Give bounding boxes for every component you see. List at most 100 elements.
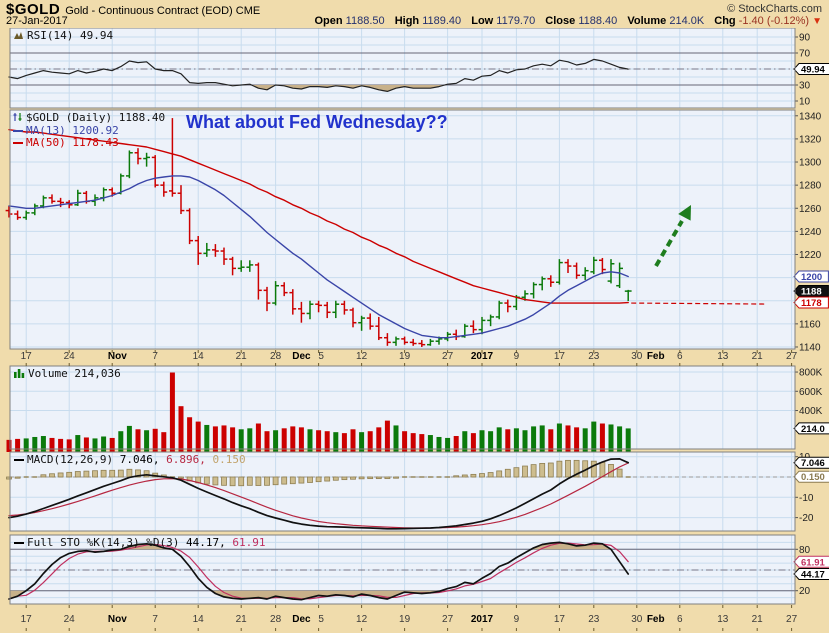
svg-text:19: 19 [399,351,411,362]
chart-svg: 9070301049.94134013201300128012601240122… [5,27,829,631]
svg-text:24: 24 [64,351,76,362]
svg-text:2017: 2017 [471,614,494,625]
stockcharts-credit-link[interactable]: © StockCharts.com [727,3,822,15]
svg-text:1178: 1178 [801,298,822,309]
svg-text:80: 80 [799,545,811,556]
svg-text:19: 19 [399,614,411,625]
svg-text:17: 17 [21,351,33,362]
svg-text:1260: 1260 [799,204,822,215]
svg-text:6: 6 [677,614,683,625]
open-label: Open [314,15,343,27]
high-label: High [394,15,420,27]
svg-text:Dec: Dec [292,614,311,625]
svg-text:21: 21 [236,351,248,362]
axis-badge: 0.150 [793,470,829,483]
svg-text:90: 90 [799,33,811,44]
svg-text:6: 6 [677,351,683,362]
ohlc-bars [5,118,632,347]
svg-text:1320: 1320 [799,134,822,145]
change-label: Chg [714,15,736,27]
svg-text:30: 30 [631,351,643,362]
rsi-panel: 90 70 30 10 49.94 [8,27,829,109]
svg-text:1188: 1188 [801,287,822,298]
svg-text:-20: -20 [799,513,814,524]
svg-text:1200: 1200 [801,272,822,283]
svg-text:400K: 400K [799,406,823,417]
axis-badge: 214.0 [793,422,829,435]
svg-text:30: 30 [631,614,643,625]
svg-text:0.150: 0.150 [801,472,825,483]
low-value: 1179.70 [496,15,536,27]
svg-text:Dec: Dec [292,351,311,362]
change-value: -1.40 (-0.12%) [738,15,810,27]
stochastic-panel: 80 20 61.91 44.17 [8,534,829,605]
svg-text:Feb: Feb [647,614,665,625]
svg-text:7: 7 [152,351,158,362]
svg-text:14: 14 [193,351,205,362]
date-axis: 17 24 Nov 7 14 21 28 Dec 5 12 19 27 2017 9 17 23 30 Feb 6 1… [21,350,798,631]
axis-badge: 1188 [793,285,829,298]
chart-date: 27-Jan-2017 [6,15,68,27]
svg-text:17: 17 [21,614,33,625]
svg-text:1220: 1220 [799,250,822,261]
svg-text:Nov: Nov [108,351,127,362]
bullish-arrow-annotation [654,205,691,268]
svg-text:44.17: 44.17 [801,570,825,581]
svg-text:1140: 1140 [799,342,821,353]
axis-badge: 61.91 [793,555,829,568]
chart-canvas[interactable]: 90 70 30 10 49.94 1340 1320 1300 1280 1260 1240 122… [0,27,829,633]
chart-panels: 90 70 30 10 49.94 1340 1320 1300 1280 1260 1240 122… [0,27,829,633]
svg-text:800K: 800K [799,368,823,379]
svg-text:12: 12 [356,351,368,362]
svg-text:27: 27 [786,351,798,362]
svg-text:30: 30 [799,81,811,92]
svg-text:13: 13 [717,351,729,362]
svg-text:Nov: Nov [108,614,127,625]
symbol-label: $GOLD [6,1,61,18]
svg-text:70: 70 [799,49,811,60]
open-value: 1188.50 [345,15,385,27]
change-down-arrow-icon: ▼ [812,16,822,27]
close-label: Close [545,15,576,27]
svg-text:17: 17 [554,351,566,362]
svg-text:13: 13 [717,614,729,625]
axis-badge: 44.17 [793,568,829,581]
quote-summary: Open 1188.50 High 1189.40 Low 1179.70 Cl… [307,15,822,27]
volume-label: Volume [627,15,667,27]
svg-text:27: 27 [442,614,454,625]
svg-text:214.0: 214.0 [801,424,825,435]
symbol-description: Gold - Continuous Contract (EOD) CME [65,5,261,17]
svg-text:600K: 600K [799,387,823,398]
svg-text:61.91: 61.91 [801,557,825,568]
svg-text:-10: -10 [799,493,814,504]
svg-text:28: 28 [270,614,282,625]
svg-text:21: 21 [752,351,764,362]
svg-text:17: 17 [554,614,566,625]
axis-badge: 1200 [793,270,829,283]
svg-text:12: 12 [356,614,368,625]
svg-text:1300: 1300 [799,158,822,169]
volume-value: 214.0K [669,15,705,27]
svg-text:21: 21 [752,614,764,625]
svg-text:21: 21 [236,614,248,625]
svg-text:49.94: 49.94 [801,65,825,76]
svg-text:10: 10 [799,97,811,108]
axis-badge: 7.046 [793,456,829,469]
high-value: 1189.40 [422,15,462,27]
svg-text:1340: 1340 [799,111,822,122]
svg-text:27: 27 [442,351,454,362]
svg-text:23: 23 [588,351,600,362]
volume-bars [6,372,631,452]
svg-text:9: 9 [514,351,520,362]
svg-text:1240: 1240 [799,227,822,238]
axis-badge: 1178 [793,296,829,309]
chart-header: $GOLD Gold - Continuous Contract (EOD) CM… [0,0,829,28]
svg-text:5: 5 [318,614,324,625]
svg-text:Feb: Feb [647,351,665,362]
close-value: 1188.40 [578,15,618,27]
svg-text:28: 28 [270,351,282,362]
axis-badge: 49.94 [793,63,829,76]
svg-text:2017: 2017 [471,351,494,362]
